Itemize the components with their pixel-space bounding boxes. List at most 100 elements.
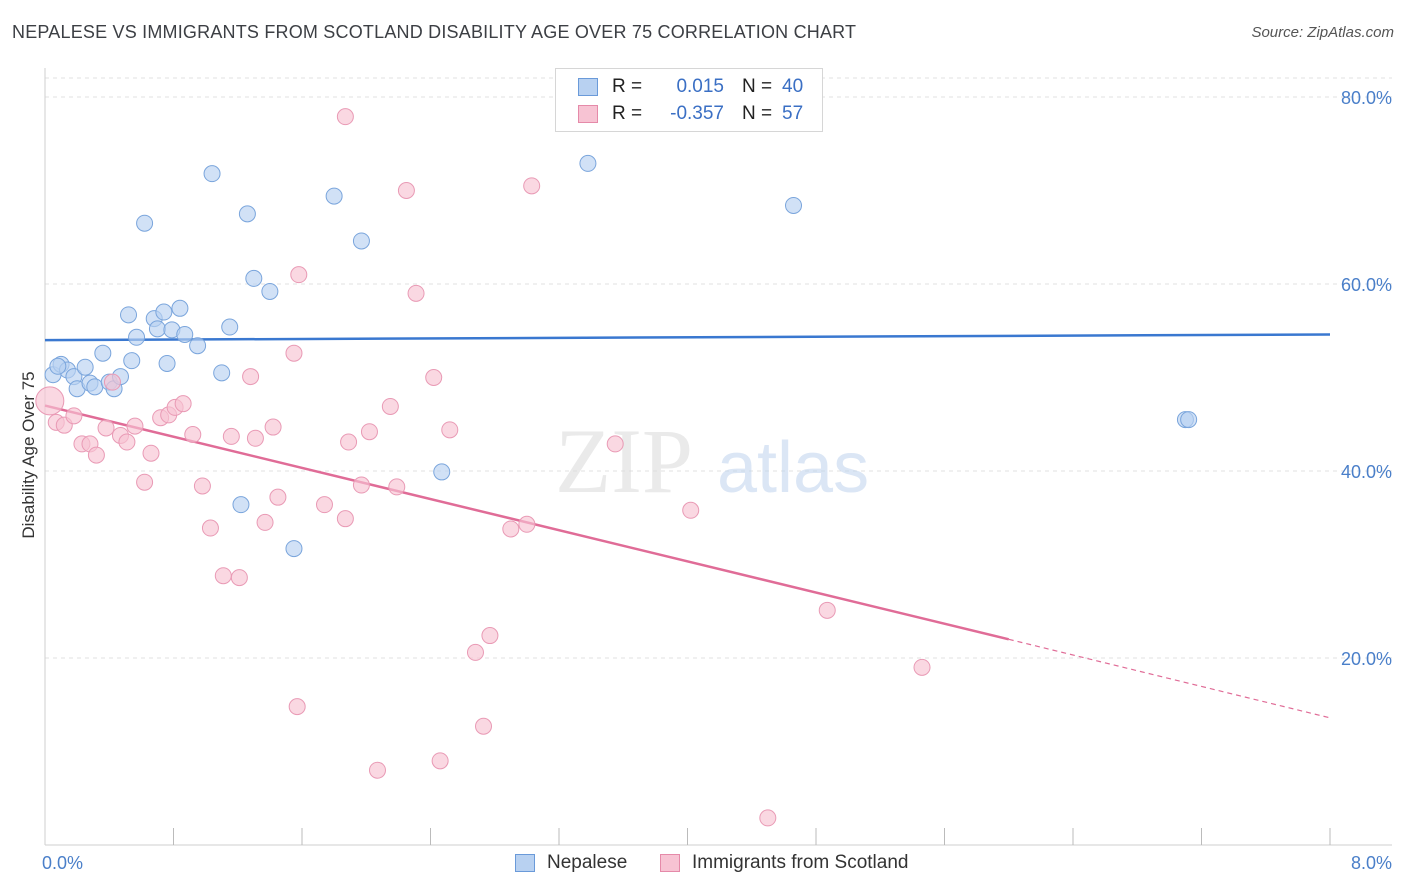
legend-swatch-pink [660,854,680,872]
y-tick-label: 20.0% [1341,649,1392,669]
x-tick-label: 0.0% [42,853,83,873]
scotland-point [606,435,624,453]
nepalese-point [238,205,256,223]
r-value: -0.357 [670,103,724,124]
scotland-point [340,433,358,451]
watermark-atlas: atlas [717,428,869,508]
legend-label: Nepalese [547,852,628,873]
scotland-point [201,519,219,537]
nepalese-point [171,299,189,317]
scotland-point [193,477,211,495]
scotland-point [913,658,931,676]
nepalese-point [86,378,104,396]
nepalese-point [785,196,803,214]
data-points [35,108,1198,827]
nepalese-point [123,352,141,370]
scotland-point [288,698,306,716]
scotland-point [264,418,282,436]
scotland-point [230,569,248,587]
n-label: N = [742,103,773,124]
nepalese-point [148,320,166,338]
nepalese-point [158,354,176,372]
scotland-point [35,386,65,416]
r-label: R = [612,103,643,124]
scotland-point [466,643,484,661]
legend-label: Immigrants from Scotland [692,852,909,873]
legend-swatch-pink [578,105,598,123]
legend-swatch-blue [578,78,598,96]
scotland-point [381,397,399,415]
nepalese-point [325,187,343,205]
x-tick-label: 8.0% [1351,853,1392,873]
y-tick-label: 40.0% [1341,462,1392,482]
scotland-point [174,395,192,413]
tick-labels: 20.0% 40.0% 60.0% 80.0% 0.0% 8.0% [42,88,1392,873]
scotland-point [214,567,232,585]
nepalese-point [203,165,221,183]
scotland-point [759,809,777,827]
scotland-point [269,488,287,506]
legend-swatch-blue [515,854,535,872]
scotland-point [290,266,308,284]
scotland-point [407,284,425,302]
nepalese-point [120,306,138,324]
scotland-point [475,717,493,735]
scotland-point [682,501,700,519]
nepalese-point [94,344,112,362]
scotland-point [103,373,121,391]
stats-legend: R = 0.015 N = 40 R = -0.357 N = 57 [555,68,823,132]
r-value: 0.015 [676,76,724,97]
scotland-trend-extension [1008,638,1331,719]
scotland-point [523,177,541,195]
scotland-point [118,433,136,451]
legend-row-scotland: R = -0.357 N = 57 [578,102,803,126]
r-label: R = [612,76,643,97]
scotland-point [87,446,105,464]
axes [44,68,1392,846]
scotland-point [315,496,333,514]
scotland-point [126,417,144,435]
scotland-point [222,427,240,445]
scotland-point [368,761,386,779]
watermark: ZIP atlas [555,410,869,512]
nepalese-point [433,463,451,481]
scotland-point [388,478,406,496]
scotland-point [136,473,154,491]
series-legend: Nepalese Immigrants from Scotland [0,852,1406,878]
nepalese-point [221,318,239,336]
scotland-point [336,108,354,126]
nepalese-point [232,496,250,514]
y-tick-label: 80.0% [1341,88,1392,108]
nepalese-point [1180,411,1198,429]
scotland-point [352,476,370,494]
watermark-zip: ZIP [555,410,693,512]
nepalese-point [261,282,279,300]
scotland-point [184,426,202,444]
scotland-point [502,520,520,538]
nepalese-point [155,303,173,321]
nepalese-point [579,154,597,172]
scotland-point [397,182,415,199]
scotland-point [97,419,115,437]
y-tick-label: 60.0% [1341,275,1392,295]
scotland-point [518,515,536,533]
scotland-point [441,421,459,439]
nepalese-point [189,337,207,355]
nepalese-point [245,269,263,287]
nepalese-point [176,325,194,343]
grid-lines [45,77,1392,659]
scotland-point [818,601,836,619]
scotland-point [336,510,354,528]
nepalese-trend-line [44,333,1331,342]
nepalese-point [285,540,303,558]
nepalese-point [352,232,370,250]
nepalese-point [49,357,67,375]
scotland-point [65,407,83,425]
nepalese-point [76,358,94,376]
scotland-point [256,513,274,531]
scotland-point [425,369,443,386]
nepalese-point [136,214,154,232]
scotland-point [431,752,449,770]
scotland-point [360,423,378,441]
